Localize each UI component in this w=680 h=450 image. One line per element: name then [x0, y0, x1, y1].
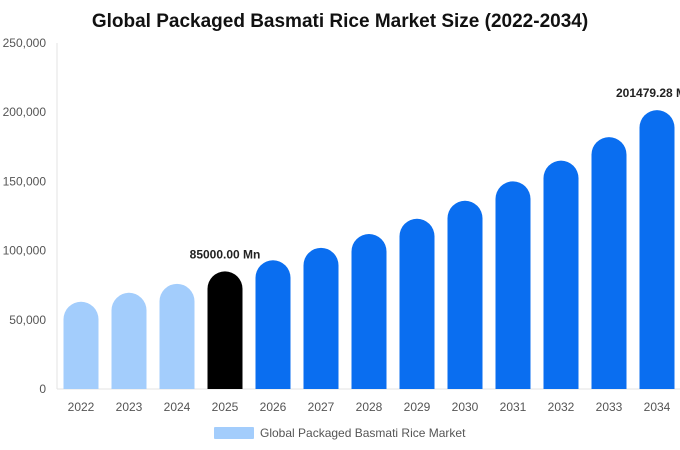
- x-tick-label-2022: 2022: [68, 400, 95, 414]
- x-tick-label-2025: 2025: [212, 400, 239, 414]
- bar-2024[interactable]: [159, 283, 195, 389]
- y-tick-label: 100,000: [3, 244, 47, 258]
- y-tick-label: 200,000: [3, 105, 47, 119]
- bar-2034[interactable]: [639, 110, 675, 389]
- y-tick-label: 250,000: [3, 36, 47, 50]
- x-tick-label-2030: 2030: [452, 400, 479, 414]
- x-tick-label-2024: 2024: [164, 400, 191, 414]
- legend-swatch: [214, 427, 254, 439]
- x-tick-label-2034: 2034: [644, 400, 671, 414]
- bar-2029[interactable]: [399, 218, 435, 389]
- bar-2028[interactable]: [351, 233, 387, 389]
- bar-2033[interactable]: [591, 137, 627, 389]
- x-tick-label-2023: 2023: [116, 400, 143, 414]
- bar-2022[interactable]: [63, 301, 99, 389]
- value-label-2034: 201479.28 Mn: [616, 86, 680, 100]
- x-tick-label-2033: 2033: [596, 400, 623, 414]
- y-tick-label: 150,000: [3, 174, 47, 188]
- x-tick-label-2032: 2032: [548, 400, 575, 414]
- legend[interactable]: Global Packaged Basmati Rice Market: [214, 426, 466, 440]
- bar-2030[interactable]: [447, 200, 483, 389]
- x-tick-label-2026: 2026: [260, 400, 287, 414]
- y-tick-label: 50,000: [9, 313, 46, 327]
- x-tick-label-2031: 2031: [500, 400, 527, 414]
- bar-2025[interactable]: [207, 271, 243, 389]
- x-tick-label-2027: 2027: [308, 400, 335, 414]
- y-tick-label: 0: [39, 382, 46, 396]
- x-tick-label-2028: 2028: [356, 400, 383, 414]
- bar-2026[interactable]: [255, 260, 291, 389]
- chart-title: Global Packaged Basmati Rice Market Size…: [92, 11, 588, 32]
- bar-2032[interactable]: [543, 160, 579, 389]
- annotations-group: 85000.00 Mn 201479.28 Mn: [190, 86, 680, 261]
- x-tick-label-2029: 2029: [404, 400, 431, 414]
- y-axis: 0 50,000 100,000 150,000 200,000 250,000: [3, 36, 58, 396]
- value-label-2025: 85000.00 Mn: [190, 247, 261, 261]
- x-axis: 2022 2023 2024 2025 2026 2027 2028 2029 2030 2031…: [57, 388, 680, 414]
- legend-label: Global Packaged Basmati Rice Market: [260, 426, 466, 440]
- bar-2031[interactable]: [495, 181, 531, 389]
- bar-2023[interactable]: [111, 292, 147, 389]
- bar-2027[interactable]: [303, 247, 339, 389]
- bars-group: [63, 110, 675, 389]
